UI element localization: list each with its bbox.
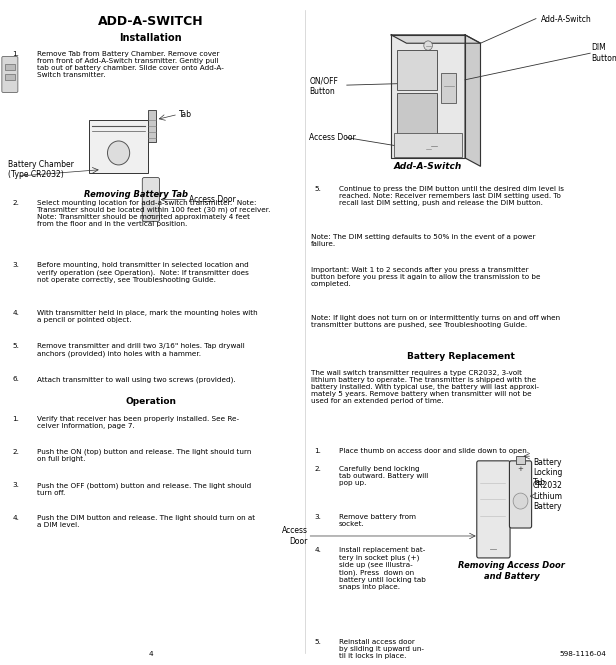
FancyBboxPatch shape: [2, 57, 18, 92]
Text: 5.: 5.: [314, 186, 321, 192]
Text: Before mounting, hold transmitter in selected location and
verify operation (see: Before mounting, hold transmitter in sel…: [37, 262, 249, 283]
Text: Push the ON (top) button and release. The light should turn
on full bright.: Push the ON (top) button and release. Th…: [37, 449, 251, 462]
Text: Continue to press the DIM button until the desired dim level is
reached. Note: R: Continue to press the DIM button until t…: [339, 186, 564, 206]
Text: 6.: 6.: [12, 376, 19, 382]
Text: 4.: 4.: [12, 310, 19, 316]
Text: Access
Door: Access Door: [282, 526, 308, 546]
Text: Note: The DIM setting defaults to 50% in the event of a power
failure.: Note: The DIM setting defaults to 50% in…: [311, 234, 535, 247]
Text: 5.: 5.: [314, 639, 321, 645]
Text: 4: 4: [148, 651, 153, 657]
Text: ADD-A-SWITCH: ADD-A-SWITCH: [98, 15, 204, 28]
Polygon shape: [391, 35, 480, 43]
FancyBboxPatch shape: [509, 461, 532, 528]
Text: Install replacement bat-
tery in socket plus (+)
side up (see illustra-
tion). P: Install replacement bat- tery in socket …: [339, 547, 426, 590]
Text: Carefully bend locking
tab outward. Battery will
pop up.: Carefully bend locking tab outward. Batt…: [339, 466, 428, 486]
Text: 5.: 5.: [12, 343, 19, 349]
Text: Removing Battery Tab: Removing Battery Tab: [84, 190, 187, 199]
Text: CR2032
Lithium
Battery: CR2032 Lithium Battery: [533, 481, 562, 511]
Text: Remove transmitter and drill two 3/16" holes. Tap drywall
anchors (provided) int: Remove transmitter and drill two 3/16" h…: [37, 343, 245, 356]
Text: Remove battery from
socket.: Remove battery from socket.: [339, 514, 416, 527]
Text: Tab: Tab: [179, 110, 192, 119]
Text: 3.: 3.: [314, 514, 321, 520]
FancyBboxPatch shape: [142, 178, 160, 221]
Text: 3.: 3.: [12, 482, 19, 488]
Text: 1.: 1.: [12, 416, 19, 422]
Text: Place thumb on access door and slide down to open.: Place thumb on access door and slide dow…: [339, 448, 529, 454]
FancyBboxPatch shape: [477, 461, 510, 558]
Text: Important: Wait 1 to 2 seconds after you press a transmitter
button before you p: Important: Wait 1 to 2 seconds after you…: [311, 267, 541, 287]
Bar: [397, 50, 437, 90]
Text: Battery
Locking
Tab: Battery Locking Tab: [533, 458, 562, 487]
Bar: [397, 93, 437, 140]
Text: Reinstall access door
by sliding it upward un-
til it locks in place.: Reinstall access door by sliding it upwa…: [339, 639, 424, 659]
Text: 2.: 2.: [12, 449, 19, 455]
Bar: [148, 110, 156, 142]
Text: The wall switch transmitter requires a type CR2032, 3-volt
lithium battery to op: The wall switch transmitter requires a t…: [311, 370, 539, 404]
Text: Operation: Operation: [126, 397, 176, 406]
Text: 4.: 4.: [314, 547, 321, 553]
Text: Push the OFF (bottom) button and release. The light should
turn off.: Push the OFF (bottom) button and release…: [37, 482, 251, 495]
Text: Verify that receiver has been properly installed. See Re-
ceiver Information, pa: Verify that receiver has been properly i…: [37, 416, 239, 429]
Text: Remove Tab from Battery Chamber. Remove cover
from front of Add-A-Switch transmi: Remove Tab from Battery Chamber. Remove …: [37, 51, 224, 78]
Text: Select mounting location for add-a-switch transmitter.  Note:
Transmitter should: Select mounting location for add-a-switc…: [37, 200, 270, 227]
Text: 1.: 1.: [314, 448, 321, 454]
Text: Installation: Installation: [120, 33, 182, 43]
Circle shape: [424, 144, 432, 154]
Text: 2.: 2.: [12, 200, 19, 205]
Bar: [394, 133, 462, 156]
Text: Attach transmitter to wall using two screws (provided).: Attach transmitter to wall using two scr…: [37, 376, 235, 383]
Bar: [5, 64, 15, 70]
Text: 3.: 3.: [12, 262, 19, 268]
Bar: [516, 456, 525, 464]
Text: 4.: 4.: [12, 515, 19, 521]
Text: With transmitter held in place, mark the mounting holes with
a pencil or pointed: With transmitter held in place, mark the…: [37, 310, 257, 323]
Bar: [441, 73, 456, 103]
Text: +: +: [517, 466, 524, 473]
Text: Note: If light does not turn on or intermittently turns on and off when
transmit: Note: If light does not turn on or inter…: [311, 315, 560, 329]
Text: 2.: 2.: [314, 466, 321, 472]
Text: DIM
Button: DIM Button: [591, 43, 616, 63]
Text: Access Door: Access Door: [309, 133, 356, 142]
Polygon shape: [465, 35, 480, 166]
Text: Battery Replacement: Battery Replacement: [407, 352, 514, 361]
Text: Access Door: Access Door: [189, 195, 236, 204]
Text: 1.: 1.: [12, 51, 19, 57]
Circle shape: [424, 41, 432, 50]
Text: Push the DIM button and release. The light should turn on at
a DIM level.: Push the DIM button and release. The lig…: [37, 515, 255, 529]
Text: Battery Chamber
(Type CR2032): Battery Chamber (Type CR2032): [8, 160, 74, 179]
Text: ON/OFF
Button: ON/OFF Button: [309, 76, 338, 96]
Text: Removing Access Door
and Battery: Removing Access Door and Battery: [458, 561, 565, 581]
Text: Add-A-Switch: Add-A-Switch: [394, 162, 462, 171]
Circle shape: [513, 493, 528, 509]
Polygon shape: [391, 35, 465, 158]
Circle shape: [108, 141, 130, 165]
Text: 598-1116-04: 598-1116-04: [560, 651, 607, 657]
FancyBboxPatch shape: [89, 120, 148, 173]
Bar: [5, 74, 15, 80]
Text: Add-A-Switch: Add-A-Switch: [541, 15, 591, 24]
